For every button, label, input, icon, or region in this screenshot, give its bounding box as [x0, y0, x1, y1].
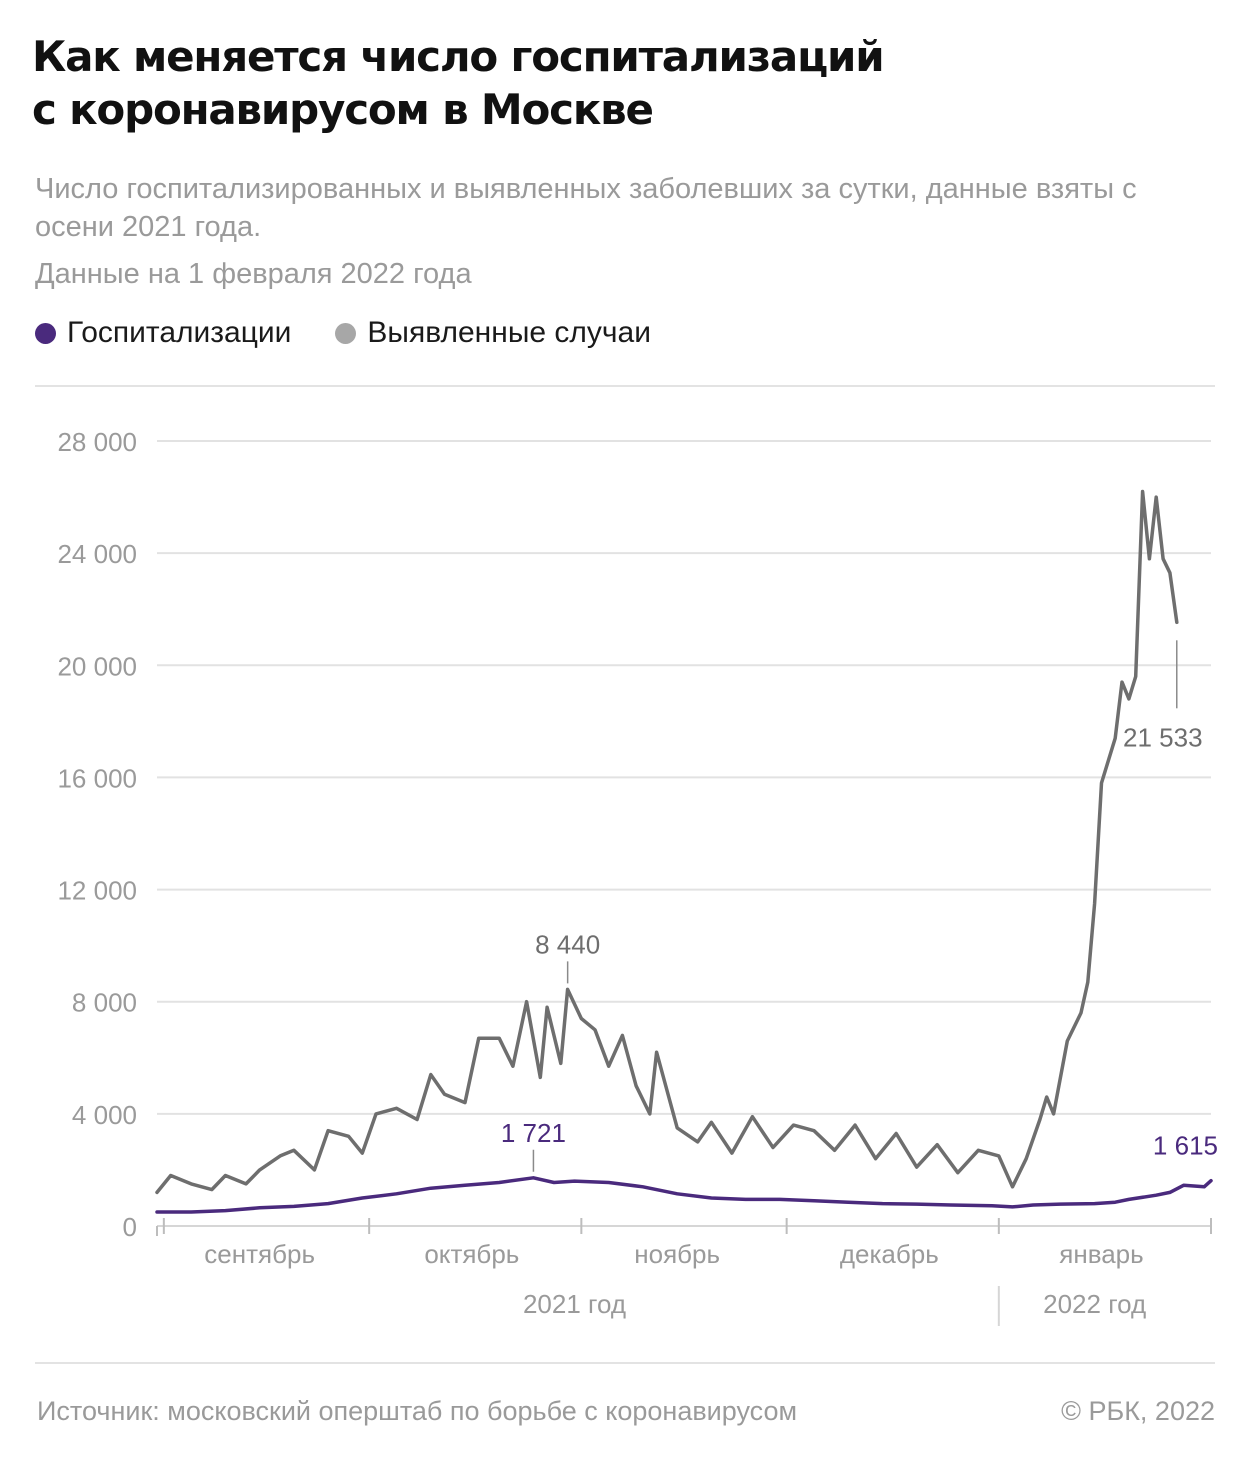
- y-tick-label: 4 000: [72, 1100, 137, 1130]
- annotation-label: 8 440: [535, 929, 600, 959]
- y-tick-label: 0: [123, 1212, 137, 1242]
- y-tick-label: 12 000: [57, 876, 137, 906]
- y-tick-label: 16 000: [57, 763, 137, 793]
- data-date-note: Данные на 1 февраля 2022 года: [35, 258, 472, 290]
- top-divider: [35, 385, 1215, 387]
- source-note: Источник: московский оперштаб по борьбе …: [37, 1396, 798, 1426]
- y-tick-label: 20 000: [57, 651, 137, 681]
- x-tick-label: январь: [1059, 1239, 1143, 1269]
- legend-dot-cases: [335, 322, 357, 344]
- title-line-2: с коронавирусом в Москве: [32, 85, 654, 134]
- y-tick-label: 28 000: [57, 427, 137, 457]
- series-line-cases: [155, 489, 1179, 1195]
- year-label: 2022 год: [1043, 1289, 1146, 1319]
- series-line-hospitalizations: [155, 1176, 1213, 1214]
- x-tick-label: ноябрь: [634, 1239, 720, 1269]
- legend: Госпитализации Выявленные случаи: [35, 316, 695, 350]
- chart-subtitle: Число госпитализированных и выявленных з…: [35, 173, 1137, 243]
- y-tick-label: 8 000: [72, 988, 137, 1018]
- y-tick-label: 24 000: [57, 539, 137, 569]
- legend-dot-hospitalizations: [35, 322, 56, 344]
- title-line-1: Как меняется число госпитализаций: [32, 32, 885, 81]
- year-label: 2021 год: [523, 1289, 626, 1319]
- annotation-label: 1 721: [501, 1118, 566, 1148]
- legend-item-hospitalizations: Госпитализации: [35, 316, 291, 350]
- annotation-label: 21 533: [1123, 722, 1203, 752]
- x-tick-label: сентябрь: [204, 1239, 315, 1269]
- legend-label-hospitalizations: Госпитализации: [67, 316, 292, 349]
- legend-label-cases: Выявленные случаи: [367, 316, 651, 349]
- x-tick-label: октябрь: [424, 1239, 519, 1269]
- x-tick-label: декабрь: [840, 1239, 939, 1269]
- line-chart: 0 4 000 8 000 12 000 16 000 20 000 24 000 28 00…: [57, 427, 1218, 1326]
- legend-item-cases: Выявленные случаи: [335, 316, 651, 350]
- copyright: © РБК, 2022: [1061, 1396, 1215, 1426]
- chart-title: Как меняется число госпитализаций с коро…: [32, 30, 1212, 136]
- annotation-label: 1 615: [1153, 1131, 1218, 1161]
- bottom-divider: [35, 1362, 1215, 1364]
